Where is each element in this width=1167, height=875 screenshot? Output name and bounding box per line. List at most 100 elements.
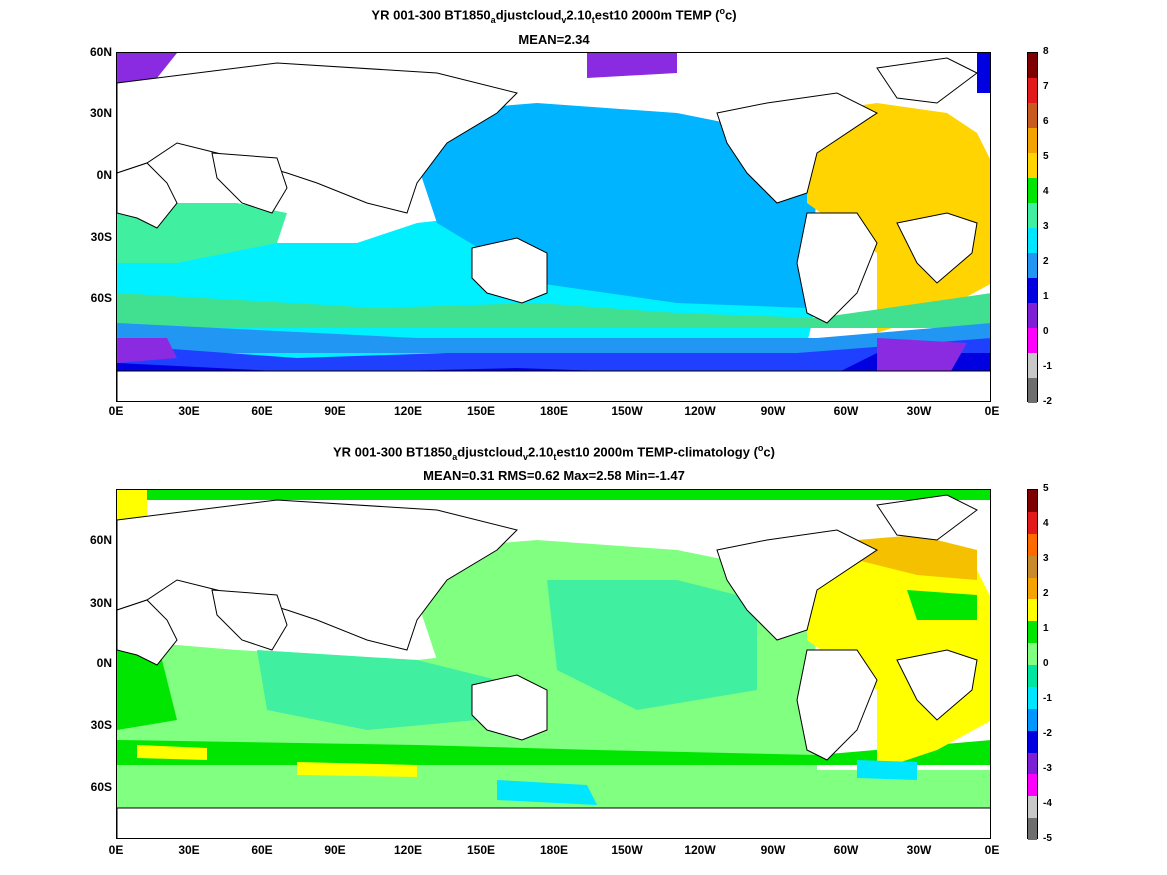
lat-label: 0N: [96, 168, 112, 182]
lon-label: 90E: [324, 404, 346, 418]
lat-label: 60S: [90, 291, 112, 305]
colorbar-tick-label: 1: [1043, 623, 1049, 634]
colorbar-tick-label: -4: [1043, 798, 1052, 809]
lon-label: 150W: [611, 404, 643, 418]
lat-label: 30N: [89, 596, 112, 610]
colorbar-tick-label: 7: [1043, 81, 1049, 92]
land-africa-east: [117, 599, 178, 666]
lat-label: 60S: [90, 780, 112, 794]
lon-label: 180E: [539, 404, 569, 418]
colorbar-segment: [1028, 555, 1037, 578]
colorbar-segment: [1028, 103, 1037, 128]
land-eurasia: [117, 62, 518, 214]
colorbar-tick-label: -5: [1043, 833, 1052, 844]
stat-max: Max=2.58: [563, 468, 622, 483]
region-west-indian: [117, 640, 177, 730]
lon-label: 30W: [906, 843, 932, 857]
panel1-map: [116, 52, 991, 402]
colorbar-tick-label: -1: [1043, 693, 1052, 704]
lon-label: 90W: [760, 404, 786, 418]
colorbar-tick-label: 2: [1043, 588, 1049, 599]
lat-label: 60N: [89, 45, 112, 59]
lon-label: 0E: [108, 404, 124, 418]
land-north-america: [716, 529, 878, 641]
land-africa-west: [896, 649, 978, 721]
colorbar-segment: [1028, 328, 1037, 353]
panel1-title: YR 001-300 BT1850adjustcloudv2.10test10 …: [371, 6, 737, 25]
land-australia: [471, 237, 548, 304]
colorbar-segment: [1028, 353, 1037, 378]
land-arabia-india: [211, 152, 288, 214]
lat-label: 60N: [89, 533, 112, 547]
lon-label: 120E: [393, 404, 423, 418]
panel2-colorbar: [1027, 489, 1038, 840]
colorbar-segment: [1028, 278, 1037, 303]
colorbar-segment: [1028, 577, 1037, 600]
lat-label: 30S: [90, 230, 112, 244]
lon-label: 150W: [611, 843, 643, 857]
colorbar-segment: [1028, 730, 1037, 753]
colorbar-segment: [1028, 533, 1037, 556]
colorbar-segment: [1028, 153, 1037, 178]
land-africa-east: [117, 162, 178, 229]
lon-label: 30W: [906, 404, 932, 418]
panel1-stats: MEAN=2.34: [116, 32, 992, 47]
lon-label: 0E: [108, 843, 124, 857]
land-antarctica: [117, 370, 990, 401]
colorbar-segment: [1028, 203, 1037, 228]
lon-label: 60W: [833, 843, 859, 857]
region-weddell: [877, 338, 967, 378]
colorbar-segment: [1028, 228, 1037, 253]
colorbar-segment: [1028, 511, 1037, 534]
panel2-stats: MEAN=0.31 RMS=0.62 Max=2.58 Min=-1.47: [116, 468, 992, 483]
panel1-map-svg: [117, 53, 990, 401]
colorbar-tick-label: 5: [1043, 151, 1049, 162]
region-band: [117, 740, 990, 765]
colorbar-tick-label: 4: [1043, 186, 1049, 197]
lat-label: 30N: [89, 106, 112, 120]
region-cyan-patch: [497, 780, 597, 805]
colorbar-tick-label: 4: [1043, 518, 1049, 529]
lon-label: 60E: [251, 843, 273, 857]
lat-label: 30S: [90, 718, 112, 732]
colorbar-segment: [1028, 178, 1037, 203]
lon-label: 150E: [466, 843, 496, 857]
colorbar-segment: [1028, 378, 1037, 403]
colorbar-segment: [1028, 643, 1037, 665]
colorbar-segment: [1028, 621, 1037, 644]
colorbar-segment: [1028, 490, 1037, 512]
colorbar-tick-label: 1: [1043, 291, 1049, 302]
colorbar-segment: [1028, 686, 1037, 709]
land-antarctica: [117, 807, 990, 838]
land-africa-west: [896, 212, 978, 284]
lon-label: 120E: [393, 843, 423, 857]
lon-label: 120W: [684, 843, 716, 857]
land-greenland: [876, 494, 978, 541]
stat-mean: MEAN=0.31: [423, 468, 495, 483]
land-eurasia: [117, 499, 518, 651]
region-subantarctic-green: [117, 293, 990, 328]
stat-mean: MEAN=2.34: [518, 32, 590, 47]
land-north-america: [716, 92, 878, 204]
region-central-pacific: [547, 580, 757, 710]
region-yellow-patch-a: [137, 745, 207, 760]
lon-label: 90W: [760, 843, 786, 857]
region-arctic-right: [977, 53, 990, 93]
region-cyan-patch-b: [857, 760, 917, 780]
colorbar-segment: [1028, 796, 1037, 819]
region-indian-ocean: [257, 650, 497, 730]
land-greenland: [876, 57, 978, 104]
lon-label: 60E: [251, 404, 273, 418]
lon-label: 90E: [324, 843, 346, 857]
region-atlantic-green: [907, 590, 977, 620]
panel2-map-svg: [117, 490, 990, 838]
colorbar-segment: [1028, 53, 1037, 78]
panel1-lon-labels: 0E 30E 60E 90E 120E 150E 180E 150W 120W …: [0, 404, 1167, 420]
colorbar-tick-label: 6: [1043, 116, 1049, 127]
colorbar-segment: [1028, 78, 1037, 103]
colorbar-segment: [1028, 818, 1037, 840]
region-circumpolar: [117, 338, 990, 373]
panel2-title: YR 001-300 BT1850adjustcloudv2.10test10 …: [333, 443, 775, 462]
colorbar-tick-label: 2: [1043, 256, 1049, 267]
region-southern-ocean: [117, 323, 990, 353]
